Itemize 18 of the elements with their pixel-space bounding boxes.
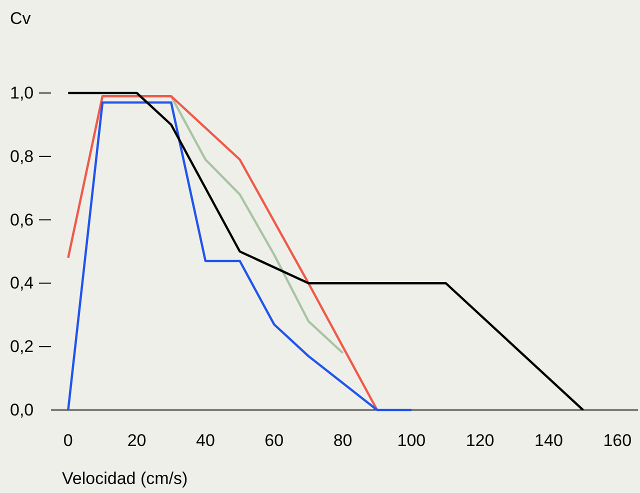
x-tick-label: 20 [127,431,146,450]
y-axis-title: Cv [10,9,32,28]
y-tick-label: 0,0 [10,400,34,420]
x-tick-label: 140 [534,431,563,450]
y-tick-label: 0,4 [10,274,34,293]
x-tick-label: 120 [466,431,494,450]
x-tick-label: 160 [603,431,632,450]
y-tick-label: 0,6 [10,210,34,230]
y-tick-label: 0,2 [10,337,34,356]
x-tick-label: 60 [264,431,284,450]
y-tick-label: 0,8 [10,146,34,166]
x-tick-label: 80 [333,431,352,450]
line-series [170,95,344,354]
y-tick-label: 1,0 [10,83,34,102]
x-tick-label: 0 [63,431,73,450]
x-axis-title: Velocidad (cm/s) [62,469,188,488]
x-tick-label: 100 [397,431,426,450]
x-tick-label: 40 [196,431,215,450]
